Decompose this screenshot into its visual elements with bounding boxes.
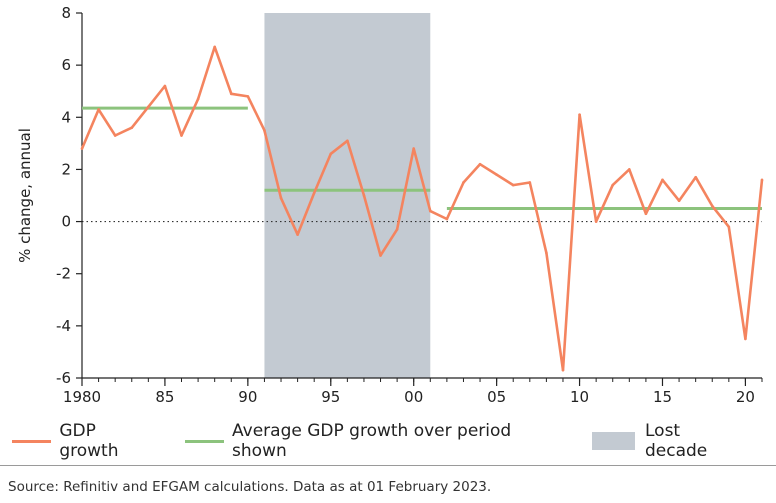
gdp-point-2000 [412, 147, 416, 150]
x-tick-label: 05 [487, 388, 506, 406]
x-tick-label: 15 [653, 388, 672, 406]
gdp-point-1991 [263, 129, 266, 132]
gdp-point-1993 [296, 233, 299, 236]
gdp-point-2007 [528, 181, 532, 184]
gdp-point-1981 [97, 108, 100, 111]
legend-swatch-shade [591, 432, 635, 450]
gdp-point-2012 [611, 183, 615, 187]
gdp-point-2020 [744, 337, 747, 341]
gdp-point-2021 [760, 178, 764, 182]
gdp-point-1986 [180, 134, 183, 137]
y-tick-label: 0 [61, 213, 71, 231]
y-tick-label: -2 [56, 265, 71, 283]
gdp-point-1982 [113, 134, 117, 137]
x-tick-label: 00 [404, 388, 423, 406]
gdp-point-2017 [694, 175, 697, 179]
gdp-point-2016 [677, 199, 681, 203]
gdp-point-1989 [229, 92, 233, 96]
gdp-point-1983 [130, 126, 134, 130]
gdp-point-2004 [478, 162, 482, 166]
gdp-point-1990 [246, 95, 250, 98]
y-tick-label: 2 [61, 160, 71, 178]
gdp-point-2015 [661, 178, 664, 182]
gdp-point-2002 [445, 217, 449, 221]
gdp-chart: -6 -4 -2 0 2 4 6 8 1980 85 90 95 00 05 10 15 20 % change,… [16, 4, 764, 406]
legend-item-shade: Lost decade [591, 421, 746, 461]
gdp-point-1992 [279, 196, 283, 200]
x-tick-label: 95 [321, 388, 340, 406]
x-tick-label: 90 [238, 388, 257, 406]
gdp-point-2005 [495, 173, 498, 176]
gdp-growth-line [80, 45, 764, 372]
gdp-point-2010 [578, 113, 581, 116]
gdp-point-2011 [594, 220, 598, 223]
gdp-point-1984 [147, 105, 150, 109]
gdp-point-1996 [346, 139, 349, 143]
legend-swatch-average [184, 439, 225, 443]
gdp-point-1980 [80, 147, 84, 150]
y-axis-label: % change, annual [16, 128, 34, 263]
legend-label-average: Average GDP growth over period shown [232, 421, 512, 461]
source-divider [0, 465, 776, 466]
gdp-point-1987 [196, 97, 200, 101]
y-tick-label: -4 [56, 317, 71, 335]
gdp-point-1988 [213, 45, 216, 49]
legend: GDP growth Average GDP growth over perio… [12, 421, 772, 461]
x-tick-label: 10 [570, 388, 589, 406]
gdp-point-2001 [428, 209, 432, 213]
gdp-point-2003 [462, 181, 465, 184]
y-tick-label: 6 [61, 56, 71, 74]
gdp-point-1995 [329, 152, 333, 156]
legend-label-gdp: GDP growth [59, 421, 119, 461]
y-tick-label: 4 [61, 108, 71, 126]
y-tick-label: -6 [56, 369, 71, 387]
gdp-point-1998 [379, 254, 382, 257]
source-note: Source: Refinitiv and EFGAM calculations… [8, 479, 492, 495]
y-tick-label: 8 [61, 4, 71, 22]
legend-swatch-gdp [12, 439, 52, 443]
legend-label-shade: Lost decade [645, 421, 708, 461]
gdp-point-2013 [628, 168, 631, 171]
gdp-point-2008 [545, 251, 548, 255]
gdp-point-2009 [561, 368, 565, 372]
gdp-point-1997 [362, 194, 366, 197]
legend-item-gdp: GDP growth [12, 421, 159, 461]
gdp-point-2014 [644, 212, 648, 216]
x-tick-label: 1980 [63, 388, 101, 406]
gdp-point-2018 [710, 204, 714, 208]
gdp-point-2019 [727, 225, 731, 229]
x-tick-label: 85 [155, 388, 174, 406]
lost-decade-shade [264, 13, 431, 378]
gdp-point-1999 [395, 228, 399, 231]
gdp-point-1985 [163, 84, 167, 88]
gdp-point-1994 [312, 191, 316, 195]
gdp-point-2006 [511, 183, 515, 187]
legend-item-average: Average GDP growth over period shown [184, 421, 566, 461]
x-tick-label: 20 [736, 388, 755, 406]
